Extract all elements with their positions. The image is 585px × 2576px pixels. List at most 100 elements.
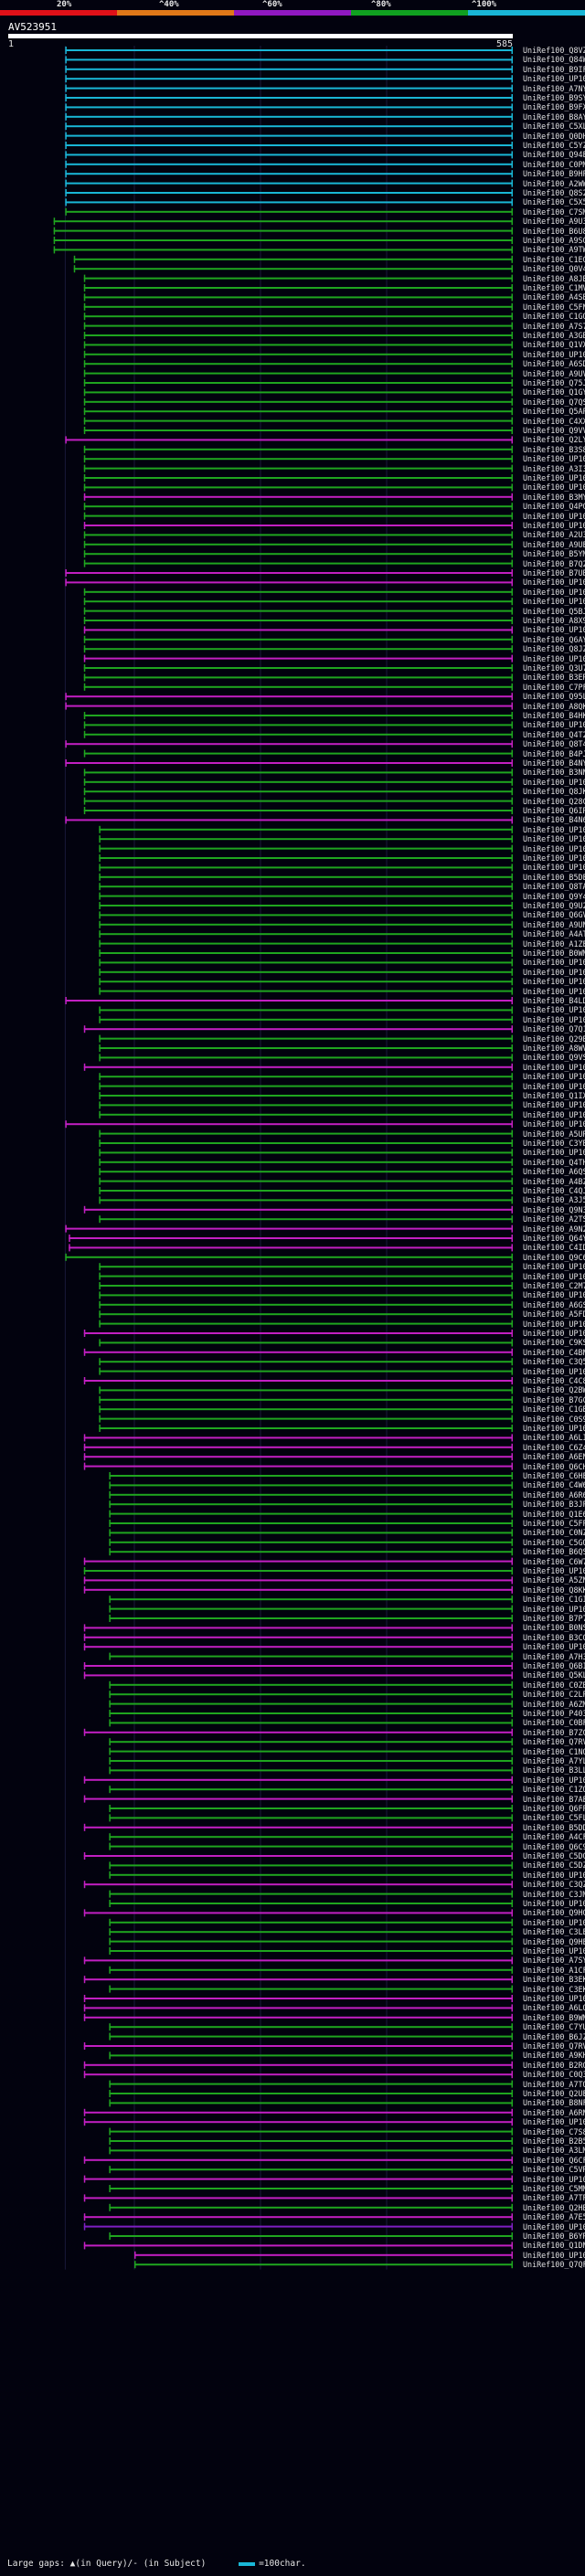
- hit-label[interactable]: UniRef100_UP1000...: [523, 1100, 585, 1110]
- hit-label[interactable]: UniRef100_Q7QS43: [523, 397, 585, 407]
- hit-label[interactable]: UniRef100_B0WM61: [523, 949, 585, 958]
- hit-label[interactable]: UniRef100_UP1000...: [523, 1566, 585, 1575]
- hit-label[interactable]: UniRef100_B8AYZ7: [523, 111, 585, 122]
- hit-label[interactable]: UniRef100_Q1DNP5: [523, 2241, 585, 2251]
- hit-label[interactable]: UniRef100_UP1000...: [523, 2117, 585, 2127]
- hit-label[interactable]: UniRef100_A6QS86: [523, 1167, 585, 1177]
- hit-label[interactable]: UniRef100_UP1000...: [523, 1119, 585, 1129]
- hit-label[interactable]: UniRef100_C5MM02: [523, 2184, 585, 2193]
- hit-label[interactable]: UniRef100_A9UE18: [523, 539, 585, 549]
- hit-label[interactable]: UniRef100_UP1000...: [523, 1062, 585, 1072]
- hit-label[interactable]: UniRef100_B5DDG3: [523, 1822, 585, 1832]
- hit-label[interactable]: UniRef100_C2LPY1: [523, 1690, 585, 1700]
- hit-label[interactable]: UniRef100_B9HPF0: [523, 169, 585, 179]
- hit-label[interactable]: UniRef100_B6YRM8: [523, 2231, 585, 2241]
- hit-label[interactable]: UniRef100_B7AEZ2: [523, 1794, 585, 1804]
- hit-label[interactable]: UniRef100_UP1000...: [523, 1642, 585, 1652]
- hit-label[interactable]: UniRef100_C3EKQ2: [523, 1984, 585, 1994]
- hit-label[interactable]: UniRef100_A7H3Y6: [523, 1651, 585, 1661]
- hit-label[interactable]: UniRef100_C9KSP7: [523, 1338, 585, 1348]
- hit-label[interactable]: UniRef100_UP1000...: [523, 521, 585, 530]
- hit-label[interactable]: UniRef100_C5DZC4: [523, 1860, 585, 1871]
- hit-label[interactable]: UniRef100_B4LD57: [523, 996, 585, 1005]
- hit-label[interactable]: UniRef100_Q95LZ5: [523, 692, 585, 702]
- hit-label[interactable]: UniRef100_B3MY13: [523, 492, 585, 502]
- hit-label[interactable]: UniRef100_C3YB33: [523, 1139, 585, 1148]
- hit-label[interactable]: UniRef100_B3LLY0: [523, 1765, 585, 1776]
- hit-label[interactable]: UniRef100_A5UR59: [523, 1129, 585, 1139]
- hit-label[interactable]: UniRef100_C5GQV5: [523, 1537, 585, 1547]
- hit-label[interactable]: UniRef100_B7Q203: [523, 558, 585, 568]
- hit-label[interactable]: UniRef100_Q7QFY0: [523, 2260, 585, 2270]
- hit-label[interactable]: UniRef100_C7YUJ6: [523, 2022, 585, 2032]
- hit-label[interactable]: UniRef100_Q6AYZ9: [523, 634, 585, 644]
- hit-label[interactable]: UniRef100_A2WWM5: [523, 178, 585, 188]
- hit-label[interactable]: UniRef100_UP1000...: [523, 597, 585, 607]
- hit-label[interactable]: UniRef100_C1GBP1: [523, 1405, 585, 1415]
- hit-label[interactable]: UniRef100_A1ZE27: [523, 938, 585, 949]
- hit-label[interactable]: UniRef100_A4BZ15: [523, 1176, 585, 1186]
- hit-label[interactable]: UniRef100_C5FLE0: [523, 1813, 585, 1823]
- hit-label[interactable]: UniRef100_A3GBE4: [523, 331, 585, 340]
- hit-label[interactable]: UniRef100_B7GCH1: [523, 1394, 585, 1405]
- hit-label[interactable]: UniRef100_UP1000...: [523, 1424, 585, 1433]
- hit-label[interactable]: UniRef100_C5VRB6: [523, 2165, 585, 2175]
- hit-label[interactable]: UniRef100_B9FXL2: [523, 102, 585, 112]
- hit-label[interactable]: UniRef100_B7UBY8: [523, 568, 585, 578]
- hit-label[interactable]: UniRef100_A6GSS5: [523, 1299, 585, 1309]
- hit-label[interactable]: UniRef100_UP1000...: [523, 74, 585, 84]
- hit-label[interactable]: UniRef100_Q4PG05: [523, 502, 585, 512]
- hit-label[interactable]: UniRef100_Q9Y4A6: [523, 891, 585, 901]
- hit-label[interactable]: UniRef100_A6LQ25: [523, 2003, 585, 2013]
- hit-label[interactable]: UniRef100_B3S8B6: [523, 444, 585, 454]
- hit-label[interactable]: UniRef100_A3LMU7: [523, 2146, 585, 2156]
- hit-label[interactable]: UniRef100_UP1000...: [523, 511, 585, 521]
- hit-label[interactable]: UniRef100_A2TSK2: [523, 1214, 585, 1224]
- hit-label[interactable]: UniRef100_P40341: [523, 1709, 585, 1718]
- hit-label[interactable]: UniRef100_A6LIN0: [523, 1433, 585, 1443]
- hit-label[interactable]: UniRef100_B3NNZ7: [523, 768, 585, 778]
- hit-label[interactable]: UniRef100_UP1000...: [523, 853, 585, 863]
- hit-label[interactable]: UniRef100_A9N2K1: [523, 1224, 585, 1234]
- hit-label[interactable]: UniRef100_B7ZC40: [523, 1727, 585, 1737]
- hit-label[interactable]: UniRef100_UP1000...: [523, 1994, 585, 2003]
- hit-label[interactable]: UniRef100_C5X5R2: [523, 197, 585, 207]
- hit-label[interactable]: UniRef100_B7P7U1: [523, 1614, 585, 1623]
- hit-label[interactable]: UniRef100_UP1000...: [523, 587, 585, 597]
- hit-label[interactable]: UniRef100_C5YZ91: [523, 141, 585, 150]
- hit-label[interactable]: UniRef100_A6RN69: [523, 2107, 585, 2117]
- hit-label[interactable]: UniRef100_UP1000...: [523, 1319, 585, 1329]
- hit-label[interactable]: UniRef100_C1ZQY9: [523, 1785, 585, 1795]
- hit-label[interactable]: UniRef100_Q8VZI8: [523, 46, 585, 55]
- hit-label[interactable]: UniRef100_UP1000...: [523, 1072, 585, 1082]
- hit-label[interactable]: UniRef100_Q9HGM3: [523, 1908, 585, 1918]
- hit-label[interactable]: UniRef100_Q7RVQ0: [523, 1737, 585, 1747]
- hit-label[interactable]: UniRef100_A9UNE6: [523, 919, 585, 929]
- hit-label[interactable]: UniRef100_A9TW61: [523, 245, 585, 255]
- hit-label[interactable]: UniRef100_A5FDW4: [523, 1309, 585, 1320]
- hit-label[interactable]: UniRef100_UP1000...: [523, 349, 585, 359]
- hit-label[interactable]: UniRef100_C5FPR4: [523, 1519, 585, 1528]
- hit-label[interactable]: UniRef100_A8X9V5: [523, 616, 585, 625]
- hit-label[interactable]: UniRef100_Q8T4Q5: [523, 739, 585, 749]
- hit-label[interactable]: UniRef100_A5ZN45: [523, 1575, 585, 1585]
- hit-label[interactable]: UniRef100_B2B5L3: [523, 2136, 585, 2146]
- hit-label[interactable]: UniRef100_UP1000...: [523, 977, 585, 987]
- hit-label[interactable]: UniRef100_B9IFV8: [523, 64, 585, 74]
- hit-label[interactable]: UniRef100_Q7Q1M1: [523, 1024, 585, 1034]
- hit-label[interactable]: UniRef100_UP1000...: [523, 1870, 585, 1880]
- hit-label[interactable]: UniRef100_Q1IXX6: [523, 1091, 585, 1100]
- hit-label[interactable]: UniRef100_UP1000...: [523, 863, 585, 873]
- hit-label[interactable]: UniRef100_B4HKB3: [523, 711, 585, 720]
- hit-label[interactable]: UniRef100_Q84WU0: [523, 55, 585, 65]
- hit-label[interactable]: UniRef100_Q1GYE9: [523, 387, 585, 398]
- hit-label[interactable]: UniRef100_A6ZME6: [523, 1699, 585, 1709]
- hit-label[interactable]: UniRef100_C1GIW7: [523, 1595, 585, 1605]
- hit-label[interactable]: UniRef100_C3QZP8: [523, 1880, 585, 1890]
- hit-label[interactable]: UniRef100_A4SBI0: [523, 292, 585, 302]
- hit-label[interactable]: UniRef100_B4PJY1: [523, 748, 585, 758]
- hit-label[interactable]: UniRef100_UP1000...: [523, 2250, 585, 2260]
- hit-label[interactable]: UniRef100_A2U333: [523, 530, 585, 540]
- hit-label[interactable]: UniRef100_A3J5B1: [523, 1195, 585, 1205]
- hit-label[interactable]: UniRef100_C4IDV7: [523, 1243, 585, 1253]
